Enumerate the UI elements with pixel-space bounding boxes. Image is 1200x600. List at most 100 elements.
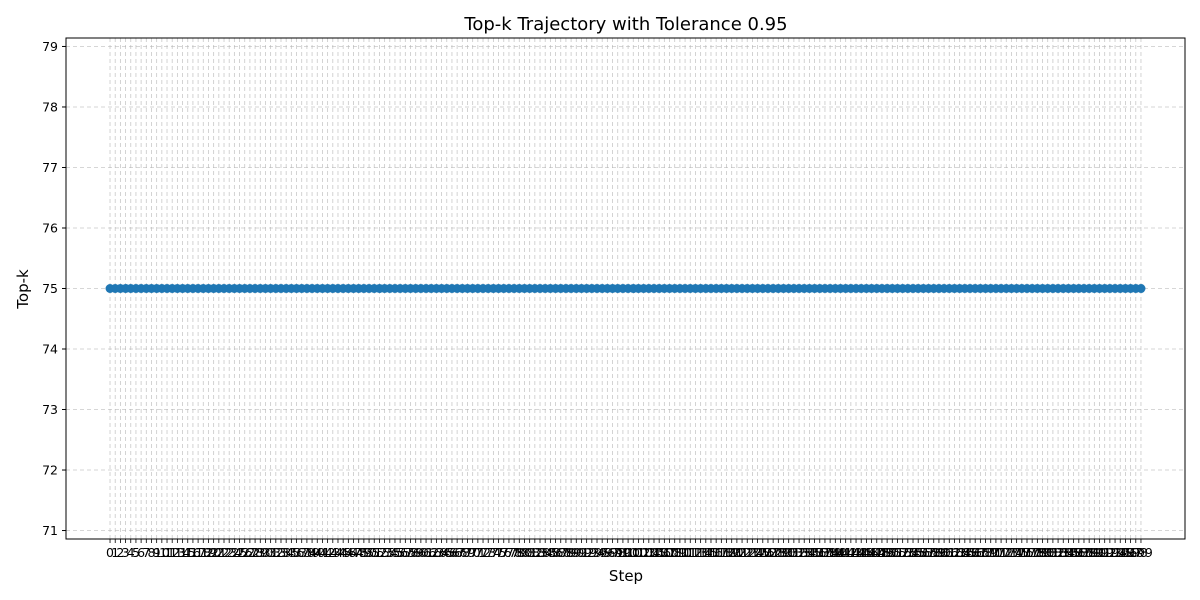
x-tick-label: 152 bbox=[886, 545, 910, 560]
x-tick-label: 21 bbox=[211, 545, 227, 560]
x-tick-label: 83 bbox=[532, 545, 548, 560]
y-tick-label: 72 bbox=[42, 463, 58, 478]
x-tick-label: 36 bbox=[289, 545, 305, 560]
x-tick-label: 155 bbox=[901, 545, 925, 560]
x-tick-label: 111 bbox=[673, 545, 697, 560]
x-tick-label: 10 bbox=[154, 545, 170, 560]
x-tick-label: 183 bbox=[1046, 545, 1070, 560]
y-tick-label: 76 bbox=[42, 220, 58, 235]
x-tick-label: 2 bbox=[116, 545, 124, 560]
x-tick-label: 169 bbox=[974, 545, 998, 560]
x-tick-label: 134 bbox=[792, 545, 816, 560]
x-tick-label: 90 bbox=[568, 545, 584, 560]
x-tick-label: 196 bbox=[1113, 545, 1137, 560]
x-tick-label: 22 bbox=[216, 545, 232, 560]
x-tick-label: 197 bbox=[1119, 545, 1143, 560]
x-tick-label: 95 bbox=[594, 545, 610, 560]
x-tick-label: 86 bbox=[548, 545, 564, 560]
x-tick-label: 48 bbox=[351, 545, 367, 560]
chart-title: Top-k Trajectory with Tolerance 0.95 bbox=[463, 14, 787, 35]
x-tick-label: 128 bbox=[761, 545, 785, 560]
x-tick-label: 40 bbox=[309, 545, 325, 560]
x-tick-label: 147 bbox=[860, 545, 884, 560]
x-tick-label: 98 bbox=[610, 545, 626, 560]
x-tick-label: 84 bbox=[537, 545, 553, 560]
x-tick-label: 44 bbox=[330, 545, 346, 560]
x-tick-label: 156 bbox=[906, 545, 930, 560]
x-tick-label: 30 bbox=[257, 545, 273, 560]
x-tick-label: 53 bbox=[377, 545, 393, 560]
x-tick-label: 76 bbox=[496, 545, 512, 560]
x-tick-label: 18 bbox=[195, 545, 211, 560]
x-tick-label: 141 bbox=[829, 545, 853, 560]
x-tick-label: 102 bbox=[627, 545, 651, 560]
x-tick-label: 96 bbox=[599, 545, 615, 560]
x-tick-label: 172 bbox=[989, 545, 1013, 560]
x-tick-label: 186 bbox=[1062, 545, 1086, 560]
x-tick-label: 130 bbox=[772, 545, 796, 560]
x-tick-label: 52 bbox=[371, 545, 387, 560]
x-tick-label: 180 bbox=[1031, 545, 1055, 560]
x-tick-label: 49 bbox=[356, 545, 372, 560]
x-tick-label: 80 bbox=[517, 545, 533, 560]
x-tick-label: 187 bbox=[1067, 545, 1091, 560]
x-tick-label: 91 bbox=[574, 545, 590, 560]
x-tick-label: 3 bbox=[122, 545, 130, 560]
x-tick-label: 191 bbox=[1088, 545, 1112, 560]
x-tick-label: 106 bbox=[647, 545, 671, 560]
x-tick-label: 39 bbox=[304, 545, 320, 560]
x-tick-label: 37 bbox=[294, 545, 310, 560]
x-tick-label: 167 bbox=[963, 545, 987, 560]
x-tick-label: 178 bbox=[1020, 545, 1044, 560]
x-tick-label: 54 bbox=[382, 545, 398, 560]
x-tick-label: 127 bbox=[756, 545, 780, 560]
x-tick-label: 68 bbox=[454, 545, 470, 560]
x-tick-label: 89 bbox=[563, 545, 579, 560]
x-tick-label: 13 bbox=[169, 545, 185, 560]
x-tick-label: 29 bbox=[252, 545, 268, 560]
x-tick-label: 24 bbox=[226, 545, 242, 560]
x-tick-label: 17 bbox=[190, 545, 206, 560]
x-tick-label: 184 bbox=[1051, 545, 1075, 560]
x-tick-label: 136 bbox=[803, 545, 827, 560]
x-tick-label: 16 bbox=[185, 545, 201, 560]
x-tick-label: 154 bbox=[896, 545, 920, 560]
y-tick-label: 74 bbox=[42, 342, 58, 357]
x-tick-label: 120 bbox=[720, 545, 744, 560]
x-tick-label: 69 bbox=[460, 545, 476, 560]
x-tick-label: 51 bbox=[366, 545, 382, 560]
x-tick-label: 117 bbox=[704, 545, 728, 560]
x-tick-label: 7 bbox=[142, 545, 150, 560]
x-tick-label: 26 bbox=[237, 545, 253, 560]
x-tick-label: 70 bbox=[465, 545, 481, 560]
x-tick-label: 108 bbox=[658, 545, 682, 560]
x-tick-label: 131 bbox=[777, 545, 801, 560]
x-tick-label: 5 bbox=[132, 545, 140, 560]
x-tick-label: 146 bbox=[854, 545, 878, 560]
x-tick-label: 6 bbox=[137, 545, 145, 560]
x-tick-label: 121 bbox=[725, 545, 749, 560]
x-tick-label: 47 bbox=[346, 545, 362, 560]
x-tick-label: 116 bbox=[699, 545, 723, 560]
x-tick-label: 82 bbox=[527, 545, 543, 560]
x-tick-label: 11 bbox=[159, 545, 175, 560]
x-tick-label: 1 bbox=[111, 545, 119, 560]
x-tick-label: 135 bbox=[797, 545, 821, 560]
x-tick-label: 100 bbox=[616, 545, 640, 560]
x-tick-label: 104 bbox=[637, 545, 661, 560]
x-tick-label: 138 bbox=[813, 545, 837, 560]
data-point bbox=[1136, 284, 1146, 293]
x-tick-label: 9 bbox=[153, 545, 161, 560]
x-tick-label: 123 bbox=[735, 545, 759, 560]
x-tick-label: 72 bbox=[475, 545, 491, 560]
x-axis-ticks: 0123456789101112131415161718192021222324… bbox=[106, 539, 1153, 560]
x-tick-label: 164 bbox=[948, 545, 972, 560]
x-tick-label: 194 bbox=[1103, 545, 1127, 560]
x-tick-label: 165 bbox=[953, 545, 977, 560]
x-tick-label: 65 bbox=[439, 545, 455, 560]
x-tick-label: 61 bbox=[418, 545, 434, 560]
x-tick-label: 92 bbox=[579, 545, 595, 560]
x-tick-label: 15 bbox=[180, 545, 196, 560]
x-tick-label: 144 bbox=[844, 545, 868, 560]
